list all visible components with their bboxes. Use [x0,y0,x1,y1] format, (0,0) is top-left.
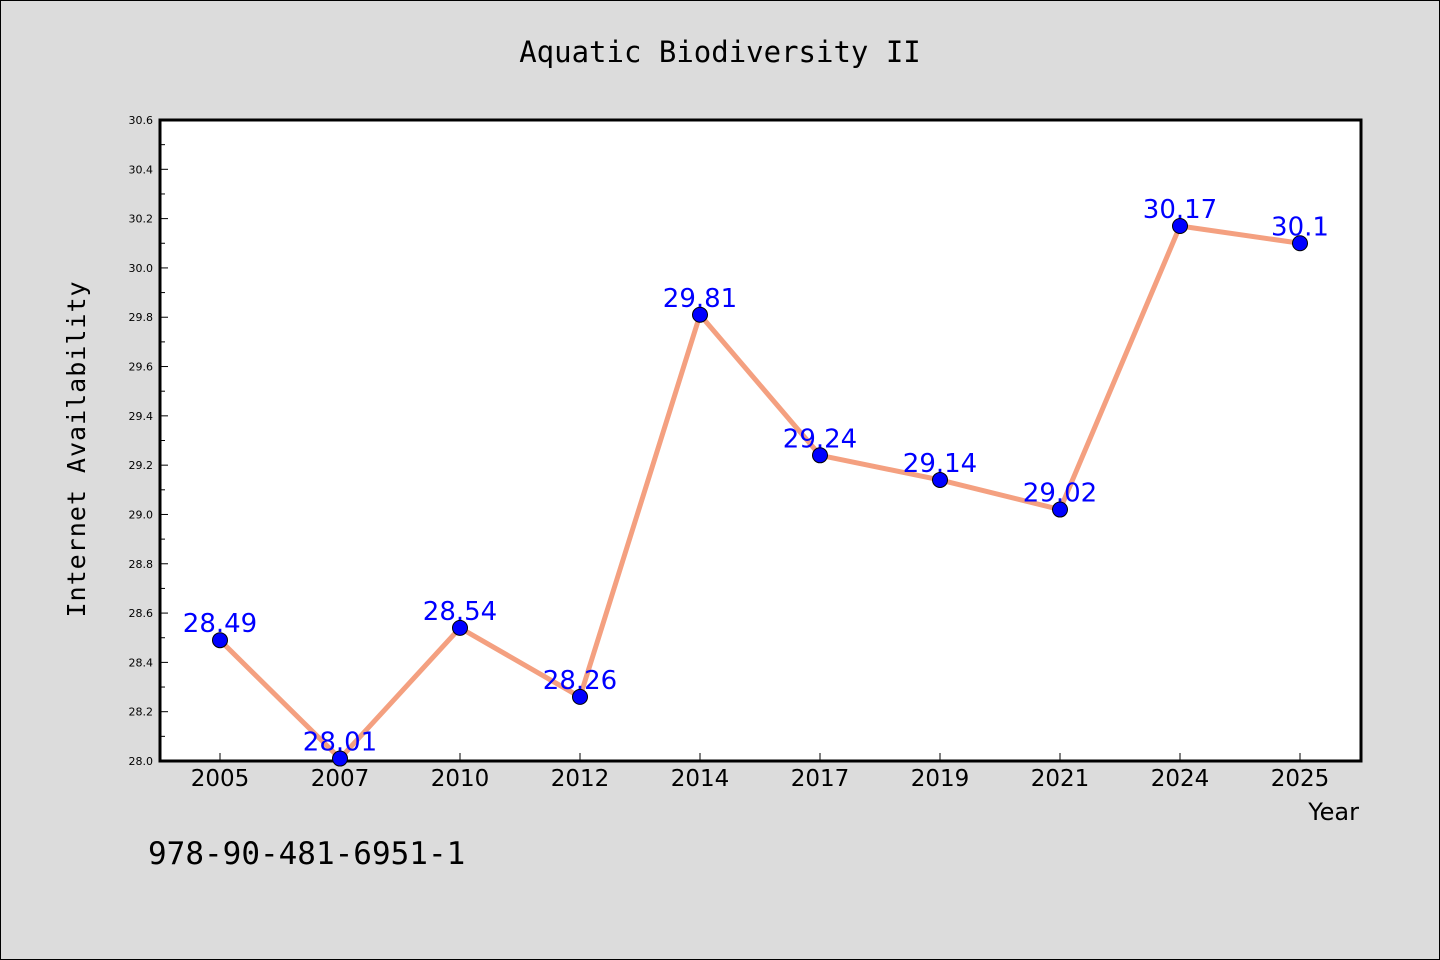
data-label: 30.17 [1143,195,1217,225]
series-line [217,223,1303,762]
x-tick-label: 2005 [191,766,250,792]
data-labels: 28.49 28.01 28.54 28.26 29.81 29.24 29.14 29.02… [183,195,1329,758]
y-axis: 28.0 28.2 28.4 28.6 28.8 29.0 29.2 29.4 29.6 29.8… [129,114,168,768]
data-point [332,750,348,767]
y-axis-label: Internet Availability [62,280,91,617]
data-label: 28.49 [183,609,257,639]
data-label: 29.02 [1023,479,1097,509]
x-tick-label: 2024 [1151,766,1210,792]
y-tick-label: 29.2 [129,459,154,472]
data-label: 29.14 [903,449,977,479]
x-tick-label: 2014 [671,766,730,792]
data-label: 29.24 [783,424,857,454]
data-label: 28.01 [303,728,377,758]
data-point [452,619,468,636]
data-point [212,632,228,649]
y-tick-label: 29.8 [129,311,154,324]
x-tick-label: 2019 [911,766,970,792]
y-tick-label: 30.4 [129,163,154,176]
data-point [692,306,708,323]
x-tick-label: 2017 [791,766,850,792]
plot-area [158,118,1363,763]
x-tick-label: 2025 [1271,766,1330,792]
data-label: 28.26 [543,666,617,696]
data-point [1172,218,1188,235]
y-tick-label: 28.6 [129,607,154,620]
data-point [932,471,948,488]
y-tick-label: 30.6 [129,114,154,127]
data-point [1052,501,1068,518]
x-axis-label: Year [1307,798,1359,826]
chart-title: Aquatic Biodiversity II [519,35,921,69]
y-tick-label: 28.8 [129,558,154,571]
data-markers [212,218,1308,767]
y-tick-label: 30.0 [129,262,154,275]
x-tick-label: 2010 [431,766,490,792]
x-tick-label: 2007 [311,766,370,792]
data-label: 30.1 [1271,212,1329,242]
y-tick-label: 28.4 [129,656,154,669]
x-tick-label: 2012 [551,766,610,792]
x-tick-label: 2021 [1031,766,1090,792]
data-label: 29.81 [663,284,737,314]
y-tick-label: 30.2 [129,213,154,226]
y-tick-label: 28.2 [129,706,154,719]
y-tick-label: 29.0 [129,508,154,521]
data-label: 28.54 [423,597,497,627]
data-point [1292,235,1308,252]
y-tick-label: 28.0 [129,755,154,768]
data-point [812,447,828,464]
data-point [572,688,588,705]
isbn-text: 978-90-481-6951-1 [148,836,465,872]
x-axis: 2005 2007 2010 2012 2014 2017 2019 2021 2024 2025 [191,753,1330,792]
series-line-group [217,223,1303,762]
y-tick-label: 29.4 [129,410,154,423]
y-tick-label: 29.6 [129,361,154,374]
